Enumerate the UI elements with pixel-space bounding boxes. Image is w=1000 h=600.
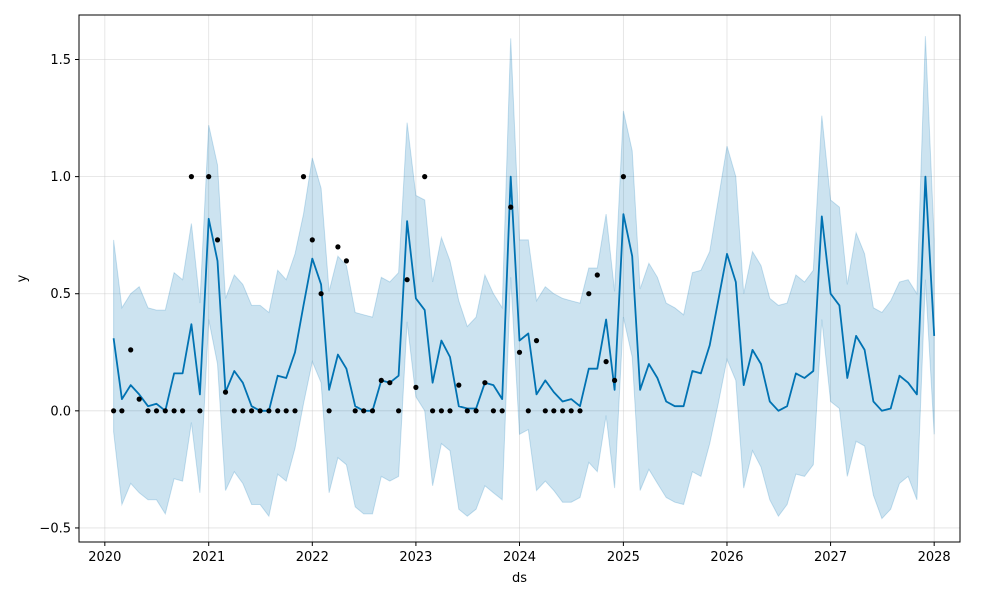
observed-point [577, 408, 583, 414]
observed-point [516, 349, 523, 355]
observed-point [326, 408, 332, 414]
observed-point [162, 408, 168, 414]
observed-point [542, 408, 548, 414]
observed-point [283, 408, 289, 414]
forecast-line-layer [112, 175, 936, 412]
uncertainty-band [113, 36, 935, 520]
observed-point [568, 408, 574, 414]
observed-point [447, 408, 453, 414]
observed-point [214, 237, 221, 243]
x-tick-label: 2020 [88, 550, 121, 565]
observed-point [128, 347, 134, 353]
y-axis-ticks: 1.5 1.0 0.5 0.0 −0.5 [39, 53, 79, 536]
observed-point [275, 408, 281, 414]
observed-points-layer [111, 174, 627, 414]
observed-point [464, 408, 470, 414]
y-axis-label: y [15, 274, 30, 282]
observed-point [292, 408, 298, 414]
forecast-line [112, 175, 936, 412]
x-tick-label: 2026 [710, 550, 743, 565]
x-tick-label: 2025 [607, 550, 640, 565]
x-axis-ticks: 2020 2021 2022 2023 2024 2025 2026 2027 2028 [88, 542, 951, 565]
observed-point [369, 408, 376, 414]
grid [79, 15, 960, 542]
observed-point [180, 408, 186, 414]
y-tick-label: −0.5 [39, 521, 71, 536]
observed-point [145, 408, 151, 414]
observed-point [171, 408, 177, 414]
observed-point [300, 174, 307, 180]
observed-point [352, 408, 358, 414]
y-tick-label: 1.0 [50, 170, 71, 185]
observed-point [620, 174, 627, 180]
observed-point [473, 408, 479, 414]
observed-point [343, 258, 349, 264]
observed-point [153, 408, 160, 414]
x-tick-label: 2022 [296, 550, 329, 565]
observed-point [387, 380, 393, 386]
observed-point [612, 377, 618, 383]
observed-point [222, 389, 229, 395]
observed-point [482, 380, 488, 386]
observed-point [249, 408, 255, 414]
observed-point [119, 408, 125, 414]
x-tick-label: 2021 [192, 550, 225, 565]
observed-point [508, 204, 514, 210]
observed-point [361, 408, 367, 414]
x-axis-label: ds [512, 571, 527, 586]
observed-point [136, 396, 142, 402]
observed-point [335, 244, 341, 250]
observed-point [490, 408, 496, 414]
observed-point [197, 408, 203, 414]
x-tick-label: 2024 [503, 550, 536, 565]
y-tick-label: 0.5 [50, 287, 71, 302]
observed-point [188, 174, 194, 180]
observed-point [257, 408, 263, 414]
observed-point [551, 408, 557, 414]
observed-point [430, 408, 436, 414]
observed-point [206, 174, 212, 180]
observed-point [560, 408, 566, 414]
uncertainty-band-layer [113, 36, 935, 520]
observed-point [413, 384, 419, 390]
observed-point [456, 382, 462, 388]
observed-point [318, 291, 324, 297]
x-tick-label: 2028 [918, 550, 951, 565]
observed-point [586, 291, 592, 297]
observed-point [231, 408, 237, 414]
observed-point [404, 277, 410, 283]
y-tick-label: 1.5 [50, 53, 71, 68]
observed-point [378, 377, 384, 383]
observed-point [525, 408, 531, 414]
observed-point [533, 338, 540, 344]
observed-point [309, 237, 315, 243]
y-tick-label: 0.0 [50, 404, 71, 419]
observed-point [594, 272, 600, 278]
x-tick-label: 2023 [399, 550, 432, 565]
observed-point [266, 408, 272, 414]
observed-point [499, 408, 505, 414]
observed-point [396, 408, 402, 414]
observed-point [603, 359, 609, 365]
observed-point [438, 408, 444, 414]
observed-point [240, 408, 246, 414]
observed-point [111, 408, 117, 414]
observed-point [422, 174, 428, 180]
x-tick-label: 2027 [814, 550, 847, 565]
